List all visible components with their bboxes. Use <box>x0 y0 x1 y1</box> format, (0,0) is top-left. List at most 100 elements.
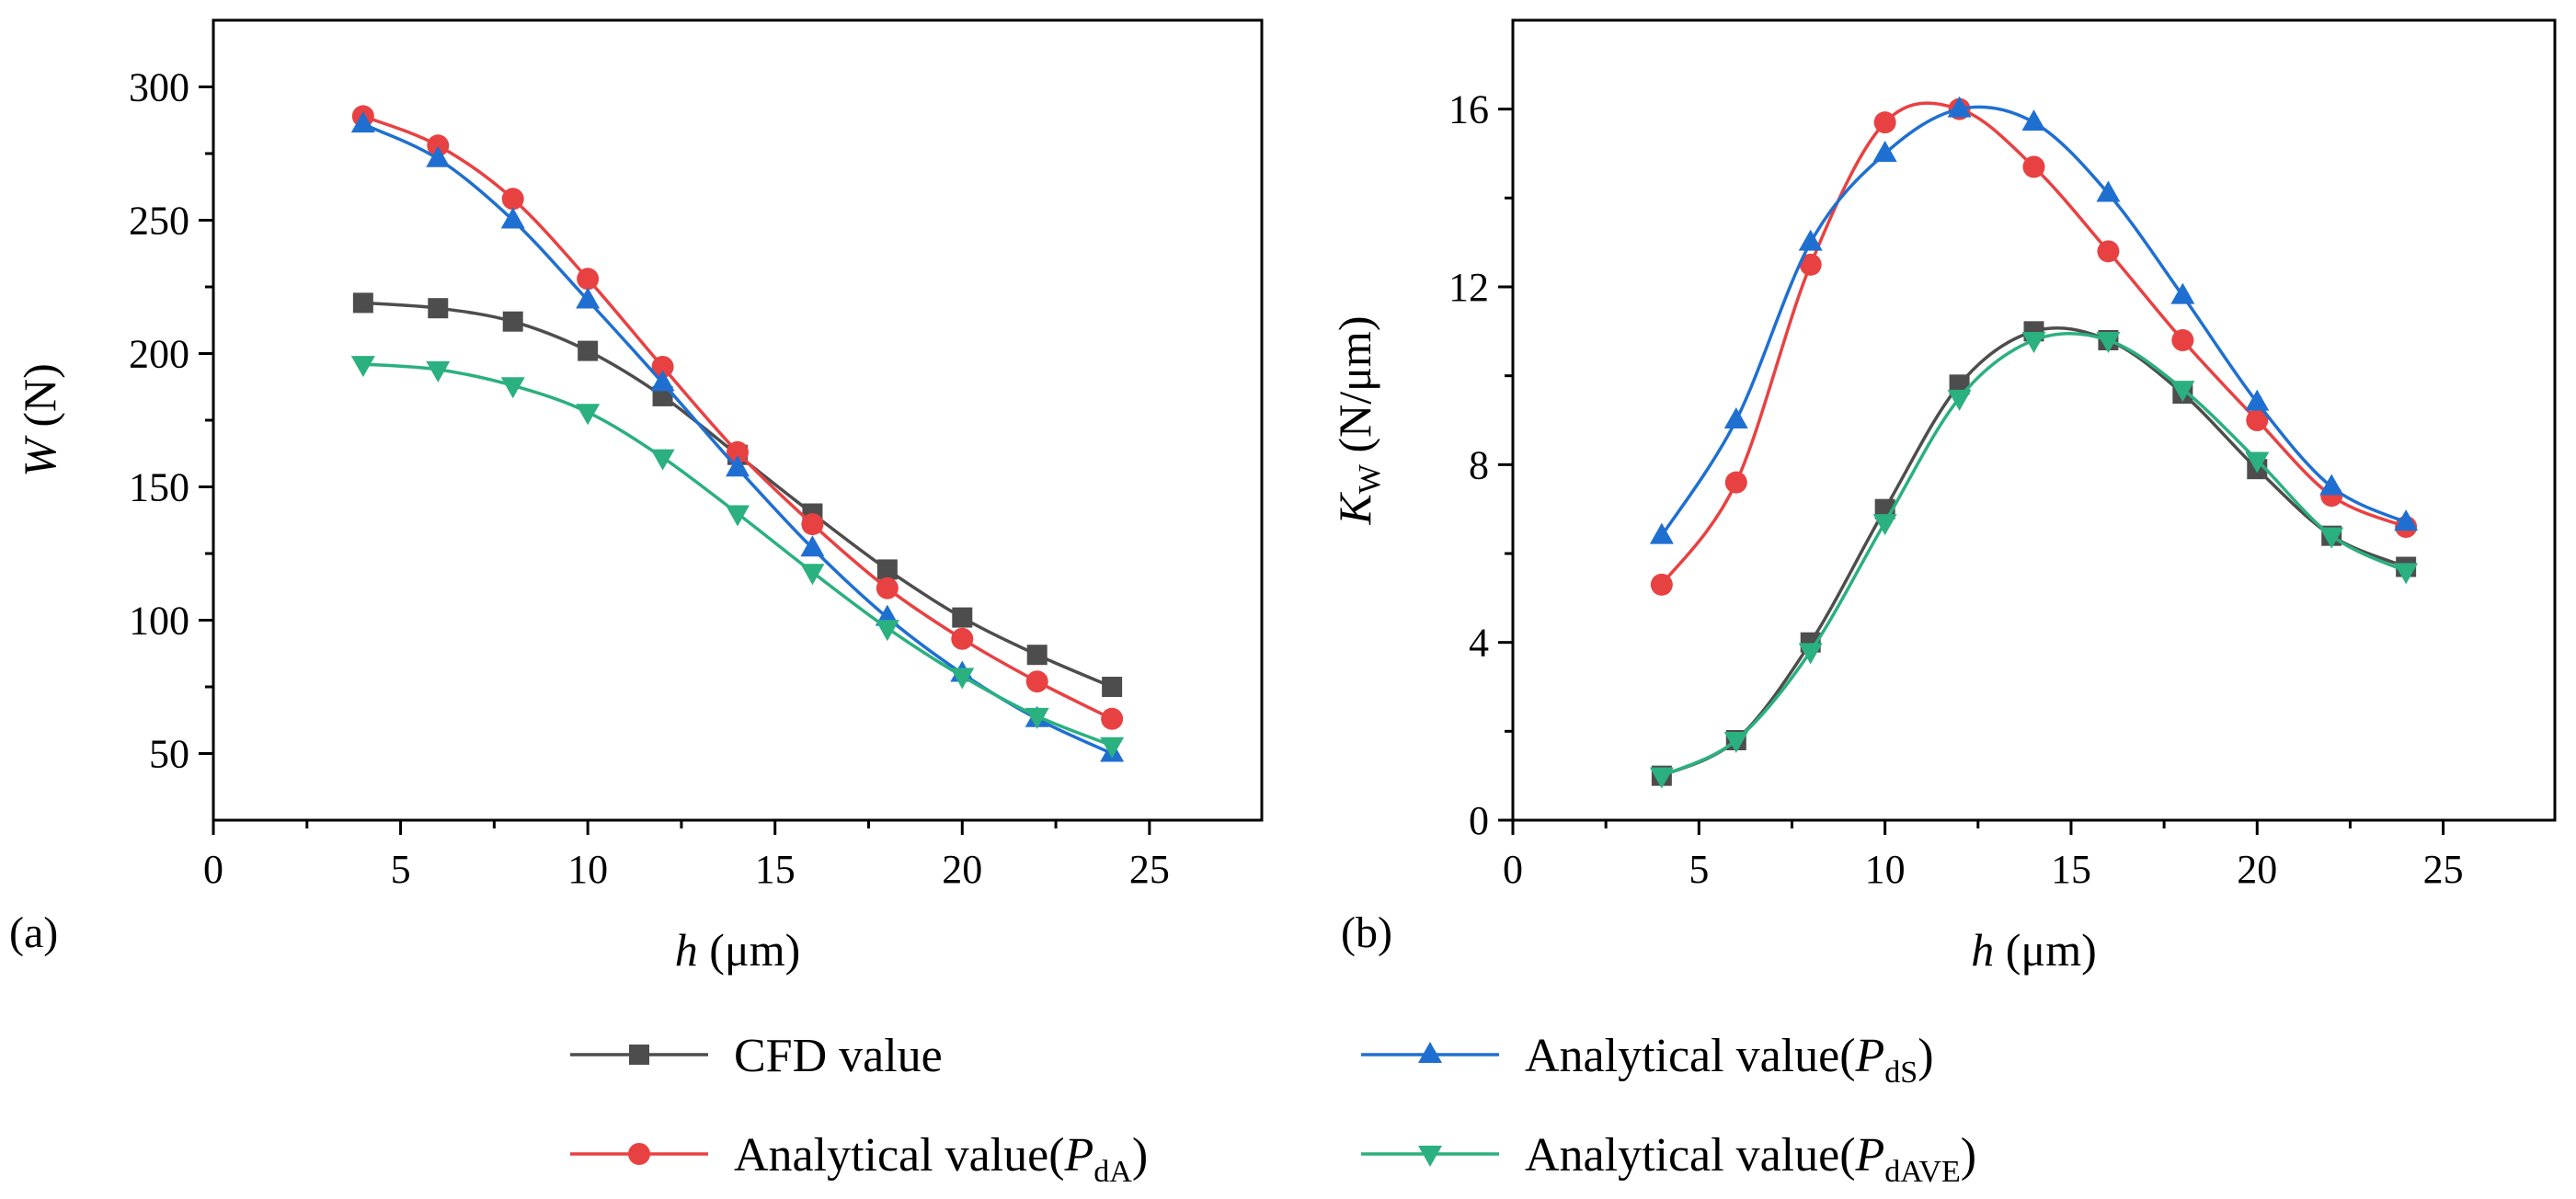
data-point-pds <box>1798 229 1823 251</box>
data-point-cfd <box>578 340 599 361</box>
x-tick-label: 5 <box>391 847 411 892</box>
x-axis-label: h (μm) <box>675 924 801 976</box>
data-point-pdave <box>2096 332 2121 353</box>
data-point-pdave <box>1025 707 1049 729</box>
data-point-cfd <box>352 292 373 314</box>
x-tick-label: 15 <box>755 847 796 892</box>
panel-label: (b) <box>1341 908 1392 957</box>
series-line-pda <box>362 114 1113 721</box>
data-point-pdave <box>950 668 975 690</box>
data-point-pda <box>801 513 824 536</box>
x-tick-label: 0 <box>1503 847 1523 892</box>
data-point-pdave <box>2021 332 2046 353</box>
y-tick-label: 100 <box>129 599 189 644</box>
x-tick-label: 10 <box>1865 847 1906 892</box>
panel-a-chart: 0 5 10 15 20 25 50 100 150 200 250 300 h (μm) W (N) (a… <box>9 18 1264 976</box>
data-point-pda <box>1799 253 1822 276</box>
legend-item-pds: Analytical value(PdS) <box>1361 1030 1934 1090</box>
y-tick-label: 12 <box>1448 265 1489 310</box>
data-point-pdave <box>1872 514 1897 536</box>
plot-frame <box>212 18 1264 822</box>
data-point-pdave <box>1798 643 1823 665</box>
data-point-pds <box>800 535 825 557</box>
legend-marker-cfd <box>629 1045 649 1065</box>
data-point-pda <box>427 134 450 157</box>
data-point-cfd <box>952 607 973 628</box>
series-pds <box>1649 96 2419 544</box>
data-point-pdave <box>2245 451 2270 474</box>
x-tick-label: 20 <box>2237 847 2277 892</box>
y-tick-label: 16 <box>1448 87 1489 132</box>
data-point-pdave <box>650 449 675 471</box>
x-tick-label: 5 <box>1689 847 1709 892</box>
y-axis-label: W (N) <box>14 363 65 477</box>
data-point-pdave <box>576 404 601 426</box>
legend-item-pda: Analytical value(PdA) <box>570 1129 1148 1189</box>
data-point-pds <box>500 207 525 229</box>
legend-item-cfd: CFD value <box>570 1030 943 1082</box>
data-point-cfd <box>876 559 898 580</box>
data-point-pds <box>1723 407 1748 428</box>
data-point-pds <box>2170 282 2195 304</box>
data-point-pda <box>2171 329 2194 351</box>
legend-label: Analytical value(PdA) <box>734 1129 1148 1189</box>
data-point-pds <box>2021 109 2046 131</box>
data-point-pds <box>2245 389 2270 411</box>
data-point-pda <box>2097 240 2120 263</box>
data-point-pda <box>951 627 974 650</box>
plot-frame <box>1511 18 2557 822</box>
y-tick-label: 8 <box>1469 442 1489 487</box>
data-point-cfd <box>1026 645 1048 666</box>
legend-label: Analytical value(PdAVE) <box>1525 1129 1976 1189</box>
y-tick-label: 4 <box>1469 621 1489 666</box>
series-pdave <box>1649 332 2419 789</box>
legend: CFD value Analytical value(PdS) Analytical… <box>570 1030 1976 1189</box>
data-point-pds <box>2096 180 2121 202</box>
legend-item-pdave: Analytical value(PdAVE) <box>1361 1129 1976 1189</box>
x-tick-label: 15 <box>2051 847 2091 892</box>
y-tick-label: 250 <box>129 199 189 244</box>
data-point-pds <box>576 287 601 309</box>
x-tick-label: 25 <box>1129 847 1170 892</box>
series-pdave <box>350 356 1125 759</box>
data-point-pds <box>426 145 451 167</box>
data-point-pda <box>876 577 899 600</box>
data-point-pda <box>727 440 749 463</box>
series-pda <box>351 105 1124 730</box>
legend-label: Analytical value(PdS) <box>1525 1030 1934 1090</box>
data-point-pdave <box>2319 527 2344 549</box>
x-axis-label: h (μm) <box>1971 924 2097 976</box>
data-point-pdave <box>2394 563 2419 585</box>
y-axis-label: KW (N/μm) <box>1329 316 1387 526</box>
data-point-pda <box>1101 707 1124 730</box>
panel-b-chart: 0 5 10 15 20 25 0 4 8 12 16 h (μm) KW (N/μm) (b) <box>1329 18 2557 976</box>
data-point-pds <box>2394 509 2419 531</box>
data-point-pdave <box>350 356 375 378</box>
legend-marker-pds <box>1418 1042 1442 1063</box>
data-point-pds <box>1947 96 1972 118</box>
data-point-pds <box>350 111 375 133</box>
data-point-pdave <box>875 620 899 642</box>
data-point-pds <box>650 370 675 392</box>
data-point-pds <box>1872 141 1897 162</box>
data-point-pda <box>1724 471 1747 494</box>
data-point-pds <box>2319 474 2344 496</box>
x-tick-label: 0 <box>203 847 223 892</box>
series-cfd <box>1651 321 2417 786</box>
series-cfd <box>352 292 1123 697</box>
x-tick-label: 20 <box>942 847 982 892</box>
data-point-pda <box>1873 111 1896 134</box>
legend-marker-pda <box>628 1143 650 1165</box>
legend-marker-pdave <box>1418 1146 1442 1167</box>
panel-label: (a) <box>9 908 58 957</box>
data-point-pda <box>1650 573 1673 596</box>
y-tick-label: 200 <box>129 332 189 377</box>
data-point-pdave <box>800 564 825 586</box>
legend-label: CFD value <box>734 1030 943 1082</box>
y-tick-label: 50 <box>149 732 189 777</box>
data-point-pda <box>2022 155 2045 178</box>
data-point-pds <box>1649 522 1674 544</box>
data-point-pda <box>1025 670 1048 693</box>
data-point-cfd <box>1102 677 1123 697</box>
data-point-pdave <box>1723 732 1748 753</box>
